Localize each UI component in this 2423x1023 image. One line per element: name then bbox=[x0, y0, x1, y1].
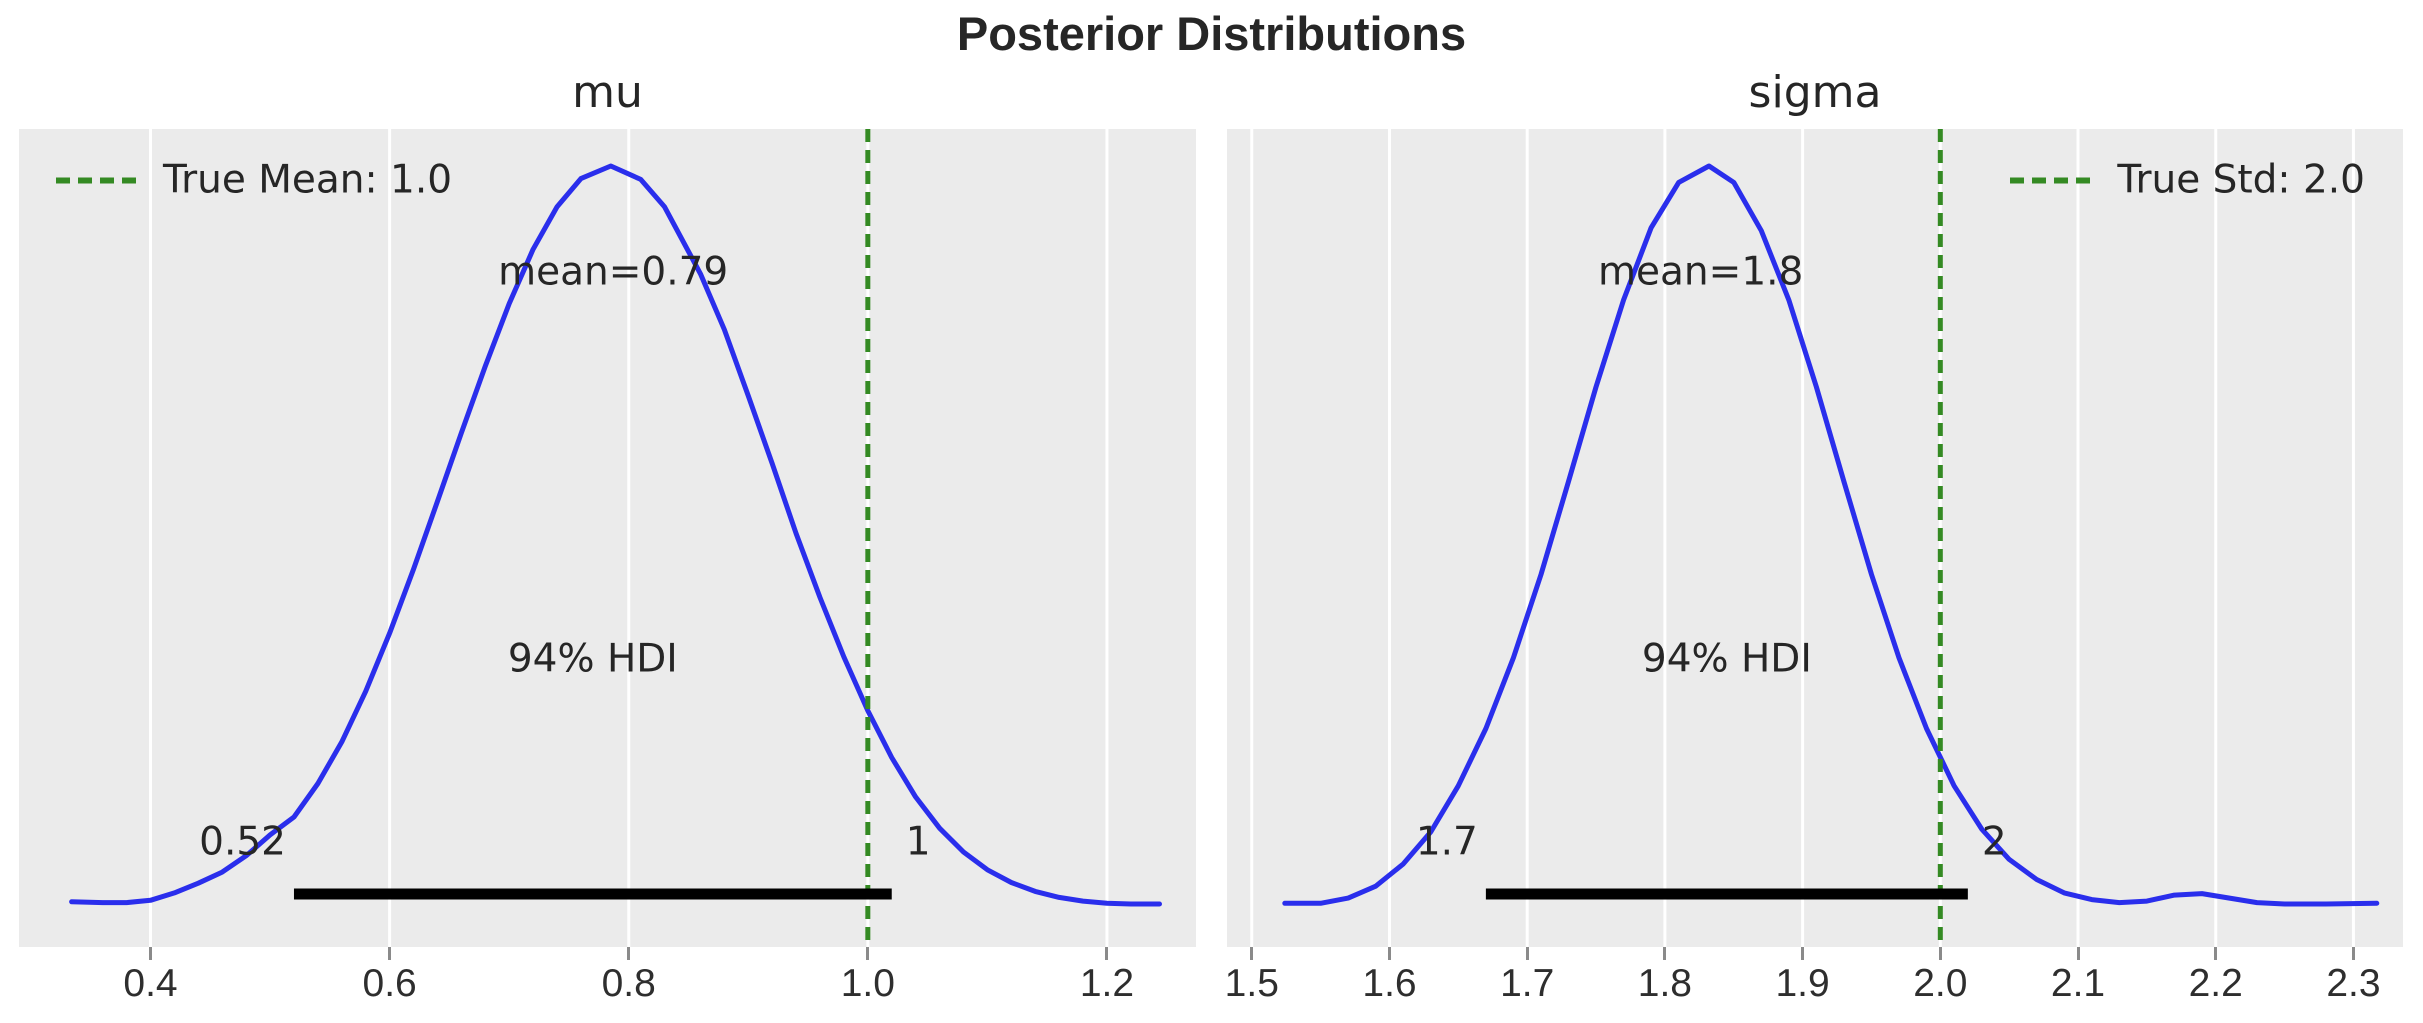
legend-label: True Mean: 1.0 bbox=[163, 157, 453, 203]
x-tick-mark bbox=[627, 947, 631, 960]
x-tick-mark bbox=[2351, 947, 2355, 960]
x-tick-mark bbox=[1801, 947, 1805, 960]
legend-true-mean: True Mean: 1.0 bbox=[56, 158, 452, 203]
x-tick-label: 0.4 bbox=[123, 962, 178, 1005]
x-tick-label: 1.0 bbox=[840, 962, 895, 1005]
kde-plot-canvas-mu bbox=[69, 129, 1162, 947]
subplot-title-sigma: sigma bbox=[1748, 67, 1882, 118]
x-tick-mark bbox=[1525, 947, 1529, 960]
x-tick-mark bbox=[2076, 947, 2080, 960]
x-tick-mark bbox=[1938, 947, 1942, 960]
kde-curve bbox=[69, 163, 1162, 907]
x-tick-mark bbox=[1387, 947, 1391, 960]
x-tick-label: 0.6 bbox=[362, 962, 417, 1005]
legend-true-std: True Std: 2.0 bbox=[2010, 158, 2365, 203]
x-tick-label: 2.0 bbox=[1913, 962, 1968, 1005]
x-tick-label: 2.1 bbox=[2050, 962, 2106, 1005]
hdi-lower-label: 0.52 bbox=[199, 819, 286, 865]
x-tick-label: 1.5 bbox=[1224, 962, 1279, 1005]
x-tick-mark bbox=[1250, 947, 1254, 960]
x-tick-label: 2.3 bbox=[2326, 962, 2381, 1005]
mean-annotation: mean=0.79 bbox=[498, 249, 729, 295]
x-tick-mark bbox=[1663, 947, 1667, 960]
x-tick-label: 1.9 bbox=[1775, 962, 1830, 1005]
x-tick-mark bbox=[388, 947, 392, 960]
mean-annotation: mean=1.8 bbox=[1598, 249, 1804, 295]
kde-curve bbox=[1282, 163, 2380, 907]
panel-sigma: sigma True Std: 2.0 mean=1.8 94% HDI 1.7… bbox=[1225, 67, 2403, 1005]
x-tick-label: 1.2 bbox=[1079, 962, 1135, 1005]
panel-mu: mu True Mean: 1.0 mean=0.79 94% HDI 0.52… bbox=[19, 67, 1196, 1005]
x-tick-mark bbox=[1105, 947, 1109, 960]
subplot-title-mu: mu bbox=[572, 67, 643, 118]
x-tick-mark bbox=[866, 947, 870, 960]
x-tick-label: 1.8 bbox=[1637, 962, 1692, 1005]
hdi-upper-label: 2 bbox=[1981, 819, 2007, 865]
x-tick-label: 0.8 bbox=[601, 962, 656, 1005]
x-tick-label: 2.2 bbox=[2188, 962, 2243, 1005]
hdi-annotation: 94% HDI bbox=[507, 636, 678, 682]
x-tick-label: 1.6 bbox=[1362, 962, 1417, 1005]
green-dashed-line-icon bbox=[56, 177, 136, 183]
x-tick-label: 1.7 bbox=[1500, 962, 1555, 1005]
x-tick-mark bbox=[2214, 947, 2218, 960]
x-tick-mark bbox=[149, 947, 152, 960]
hdi-lower-label: 1.7 bbox=[1415, 819, 1478, 865]
legend-label: True Std: 2.0 bbox=[2117, 157, 2365, 203]
green-dashed-line-icon bbox=[2010, 177, 2091, 183]
hdi-upper-label: 1 bbox=[905, 819, 931, 865]
kde-plot-canvas-sigma bbox=[1250, 129, 2380, 947]
hdi-annotation: 94% HDI bbox=[1641, 636, 1812, 682]
figure-title: Posterior Distributions bbox=[956, 7, 1467, 60]
